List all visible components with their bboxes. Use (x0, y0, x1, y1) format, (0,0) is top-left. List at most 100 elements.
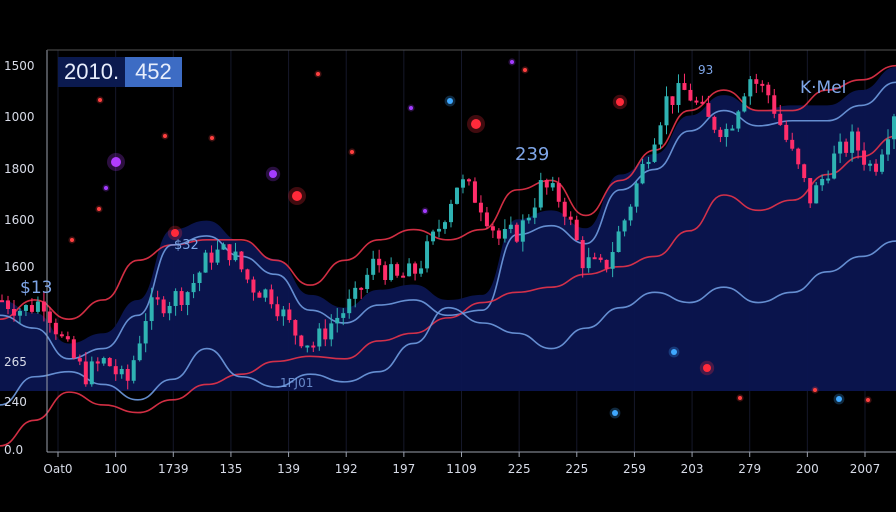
candle-body (179, 291, 184, 306)
candle-body (760, 83, 765, 86)
annotation: $13 (20, 278, 53, 298)
candle-body (317, 328, 322, 347)
candle-body (598, 257, 603, 260)
candle-body (544, 180, 549, 188)
candle-body (574, 219, 579, 241)
candle-body (203, 252, 208, 273)
candle-body (383, 265, 388, 280)
candle-body (35, 301, 40, 312)
candle-body (407, 263, 412, 277)
glow-dot (523, 68, 527, 72)
candle-body (724, 128, 729, 138)
candle-body (832, 153, 837, 179)
candle-body (508, 224, 513, 229)
x-tick-label: 1739 (158, 462, 189, 476)
candle-body (17, 310, 22, 316)
candle-body (466, 179, 471, 182)
candle-body (161, 299, 166, 314)
candle-body (784, 124, 789, 140)
candle-body (71, 339, 76, 359)
candle-body (359, 287, 364, 290)
candle-body (610, 252, 615, 269)
candle-body (239, 251, 244, 270)
readout-label: 2010. (58, 57, 126, 87)
candle-body (496, 230, 501, 239)
x-tick-label: 135 (219, 462, 243, 476)
candle-body (185, 292, 190, 306)
candle-body (712, 116, 717, 130)
x-tick-label: 139 (277, 462, 301, 476)
candle-body (586, 257, 591, 269)
candle-body (41, 301, 46, 312)
candle-body (658, 125, 663, 145)
series-line (0, 135, 896, 447)
candle-body (197, 272, 202, 284)
glow-dot (350, 150, 354, 154)
candle-body (826, 178, 831, 181)
y-tick-label: 1000 (4, 110, 35, 124)
candle-body (431, 231, 436, 242)
glow-dot (738, 396, 742, 400)
candle-body (413, 263, 418, 274)
candle-body (221, 244, 226, 250)
candle-body (838, 141, 843, 154)
candle-body (275, 304, 280, 317)
candle-body (53, 322, 58, 335)
candle-body (425, 241, 430, 269)
candle-body (790, 139, 795, 149)
candle-body (682, 83, 687, 90)
candle-body (532, 207, 537, 218)
candle-body (538, 180, 543, 208)
candle-body (742, 96, 747, 112)
candle-body (377, 258, 382, 266)
glow-dot (70, 238, 74, 242)
band-area (0, 67, 896, 391)
annotation: 93 (698, 63, 714, 77)
glow-dot (409, 106, 413, 110)
candle-body (580, 240, 585, 269)
candle-body (293, 320, 298, 336)
glow-dot (98, 98, 102, 102)
annotation: $32 (174, 238, 199, 253)
candle-body (694, 100, 699, 103)
glow-dot (423, 209, 427, 213)
candle-body (886, 139, 891, 155)
candle-body (173, 291, 178, 306)
candle-body (646, 161, 651, 164)
candle-body (89, 361, 94, 385)
glow-dot (836, 396, 842, 402)
candle-body (754, 79, 759, 84)
y-tick-label: 1500 (4, 59, 35, 73)
readout-value: 452 (125, 57, 182, 87)
candle-body (868, 163, 873, 166)
candle-body (143, 321, 148, 344)
candle-body (592, 257, 597, 260)
candle-body (251, 279, 256, 293)
candle-body (880, 154, 885, 172)
candle-body (520, 220, 525, 242)
y-tick-label: 1800 (4, 162, 35, 176)
candle-body (65, 336, 70, 340)
x-tick-label: 197 (392, 462, 416, 476)
candle-body (460, 179, 465, 188)
candle-body (191, 283, 196, 293)
glow-dot (703, 364, 711, 372)
candle-body (101, 358, 106, 364)
glow-dot (510, 60, 514, 64)
glow-dot (612, 410, 618, 416)
band-area-fill (0, 67, 896, 391)
candle-body (616, 231, 621, 253)
candle-body (640, 163, 645, 184)
candle-body (874, 163, 879, 172)
x-tick-label: 2007 (849, 462, 881, 476)
candle-body (5, 300, 10, 309)
value-readout: 2010. 452 (58, 57, 182, 87)
candle-body (706, 103, 711, 117)
candle-body (113, 366, 118, 375)
candle-body (29, 305, 34, 312)
candle-body (155, 297, 160, 300)
candle-body (454, 187, 459, 204)
candle-body (850, 131, 855, 153)
y-tick-label: 240 (4, 395, 27, 409)
candle-body (329, 323, 334, 340)
